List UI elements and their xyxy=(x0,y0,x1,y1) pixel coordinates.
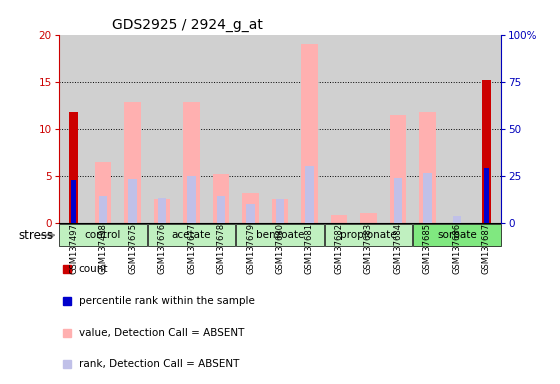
Bar xyxy=(71,180,76,223)
Bar xyxy=(423,173,432,223)
Bar xyxy=(236,224,324,247)
Bar xyxy=(148,224,235,247)
Bar xyxy=(59,35,88,223)
Bar xyxy=(453,216,461,223)
Bar xyxy=(354,35,383,223)
Bar xyxy=(118,35,147,223)
Bar xyxy=(236,35,265,223)
Text: GSM137677: GSM137677 xyxy=(187,223,196,274)
Text: percentile rank within the sample: percentile rank within the sample xyxy=(79,296,255,306)
Bar xyxy=(213,174,229,223)
Bar xyxy=(361,214,376,223)
Text: stress: stress xyxy=(18,229,53,242)
Text: GSM137687: GSM137687 xyxy=(482,223,491,274)
Text: GDS2925 / 2924_g_at: GDS2925 / 2924_g_at xyxy=(112,18,263,32)
Bar xyxy=(305,166,314,223)
Text: GSM137676: GSM137676 xyxy=(157,223,166,274)
Bar xyxy=(124,102,141,223)
Text: acetate: acetate xyxy=(172,230,211,240)
Bar xyxy=(95,162,111,223)
Bar xyxy=(383,35,413,223)
Bar xyxy=(272,199,288,223)
Bar xyxy=(482,80,491,223)
Text: rank, Detection Call = ABSENT: rank, Detection Call = ABSENT xyxy=(79,359,239,369)
Bar xyxy=(413,224,501,247)
Bar xyxy=(158,198,166,223)
Bar xyxy=(69,112,78,223)
Text: GSM137497: GSM137497 xyxy=(69,223,78,273)
Text: control: control xyxy=(85,230,121,240)
Text: sorbate: sorbate xyxy=(437,230,477,240)
Bar xyxy=(295,35,324,223)
Text: propionate: propionate xyxy=(340,230,397,240)
Text: benzoate: benzoate xyxy=(256,230,304,240)
Text: value, Detection Call = ABSENT: value, Detection Call = ABSENT xyxy=(79,328,244,338)
Bar xyxy=(184,102,199,223)
Text: count: count xyxy=(79,264,108,274)
Bar xyxy=(265,35,295,223)
Bar xyxy=(301,44,318,223)
Bar xyxy=(88,35,118,223)
Bar xyxy=(206,35,236,223)
Bar xyxy=(246,204,255,223)
Text: GSM137684: GSM137684 xyxy=(394,223,403,274)
Text: GSM137685: GSM137685 xyxy=(423,223,432,274)
Text: GSM137678: GSM137678 xyxy=(217,223,226,274)
Text: GSM137683: GSM137683 xyxy=(364,223,373,274)
Bar xyxy=(324,35,354,223)
Bar xyxy=(242,193,259,223)
Bar xyxy=(276,199,284,223)
Bar xyxy=(484,168,489,223)
Bar xyxy=(442,35,472,223)
Bar xyxy=(331,215,347,223)
Bar xyxy=(394,177,402,223)
Text: GSM137680: GSM137680 xyxy=(276,223,284,274)
Text: GSM137498: GSM137498 xyxy=(99,223,108,273)
Bar xyxy=(472,35,501,223)
Text: GSM137681: GSM137681 xyxy=(305,223,314,274)
Bar xyxy=(147,35,177,223)
Bar xyxy=(390,114,406,223)
Text: GSM137675: GSM137675 xyxy=(128,223,137,274)
Text: GSM137679: GSM137679 xyxy=(246,223,255,274)
Text: GSM137682: GSM137682 xyxy=(334,223,343,274)
Bar xyxy=(419,112,436,223)
Bar xyxy=(177,35,206,223)
Bar xyxy=(154,199,170,223)
Bar xyxy=(59,224,147,247)
Bar xyxy=(325,224,412,247)
Bar xyxy=(128,179,137,223)
Bar xyxy=(188,176,195,223)
Bar xyxy=(217,196,225,223)
Text: GSM137686: GSM137686 xyxy=(452,223,461,274)
Bar xyxy=(99,196,107,223)
Bar xyxy=(413,35,442,223)
